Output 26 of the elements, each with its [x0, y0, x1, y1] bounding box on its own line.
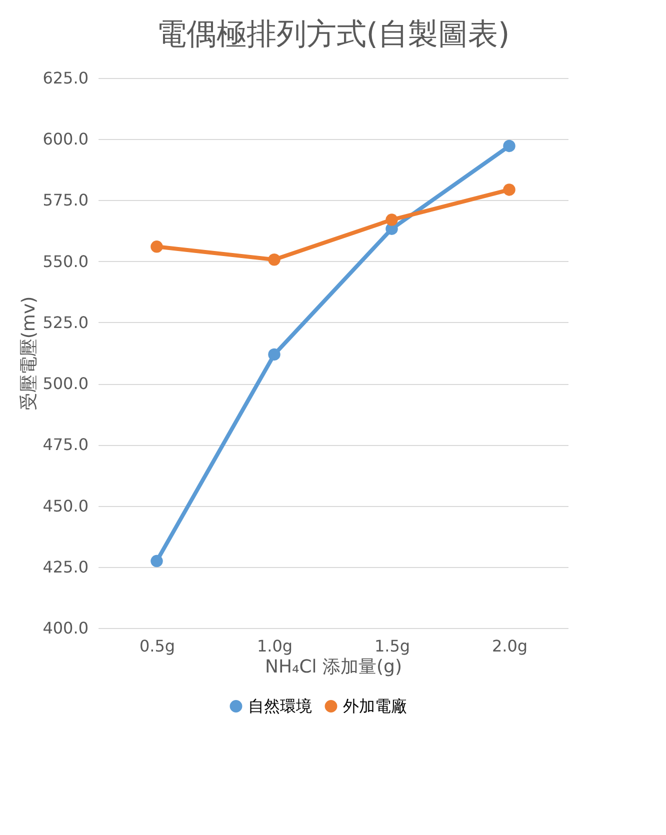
y-tick-label: 450.0: [42, 496, 88, 516]
y-tick-label: 575.0: [42, 190, 88, 210]
x-tick-label: 1.0g: [256, 636, 293, 656]
y-tick-label: 400.0: [42, 618, 88, 638]
point: [503, 184, 516, 196]
legend-label: 外加電廠: [343, 696, 407, 716]
y-tick-label: 600.0: [42, 130, 88, 149]
y-tick-label: 425.0: [42, 557, 88, 576]
y-tick-label: 625.0: [42, 68, 88, 88]
point: [150, 240, 163, 253]
point: [268, 348, 280, 361]
point: [503, 140, 516, 152]
point: [386, 214, 398, 226]
y-tick-label: 500.0: [42, 374, 88, 394]
x-tick-label: 0.5g: [139, 636, 176, 656]
x-axis-title: NH₄Cl 添加量(g): [265, 656, 402, 678]
y-tick-label: 525.0: [42, 312, 88, 332]
x-tick-label: 1.5g: [374, 636, 410, 656]
point: [150, 554, 163, 568]
chart-title: 電偶極排列方式(自製圖表): [156, 17, 510, 52]
legend-label: 自然環境: [248, 696, 312, 716]
y-tick-label: 550.0: [42, 252, 88, 271]
point: [268, 254, 280, 266]
x-tick-label: 2.0g: [492, 636, 528, 656]
y-axis-title: 受壓電壓(mv): [18, 296, 40, 411]
y-tick-label: 475.0: [42, 435, 88, 454]
